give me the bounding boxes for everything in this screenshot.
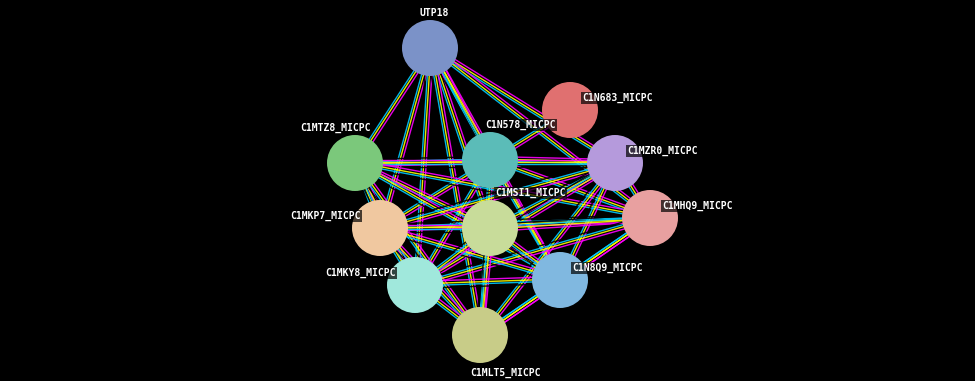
Text: C1MLT5_MICPC: C1MLT5_MICPC xyxy=(470,368,540,378)
Text: C1MKP7_MICPC: C1MKP7_MICPC xyxy=(290,211,361,221)
Circle shape xyxy=(462,132,518,188)
Text: C1MKY8_MICPC: C1MKY8_MICPC xyxy=(325,268,396,278)
Circle shape xyxy=(402,20,458,76)
Text: C1MZR0_MICPC: C1MZR0_MICPC xyxy=(627,146,697,156)
Text: C1N578_MICPC: C1N578_MICPC xyxy=(485,120,556,130)
Text: C1N8Q9_MICPC: C1N8Q9_MICPC xyxy=(572,263,643,273)
Circle shape xyxy=(327,135,383,191)
Text: C1MSI1_MICPC: C1MSI1_MICPC xyxy=(495,188,566,198)
Text: UTP18: UTP18 xyxy=(420,8,449,18)
Circle shape xyxy=(622,190,678,246)
Circle shape xyxy=(387,257,443,313)
Circle shape xyxy=(542,82,598,138)
Circle shape xyxy=(352,200,408,256)
Circle shape xyxy=(532,252,588,308)
Text: C1N683_MICPC: C1N683_MICPC xyxy=(582,93,652,103)
Circle shape xyxy=(587,135,643,191)
Text: C1MHQ9_MICPC: C1MHQ9_MICPC xyxy=(662,201,732,211)
Circle shape xyxy=(452,307,508,363)
Text: C1MTZ8_MICPC: C1MTZ8_MICPC xyxy=(300,123,370,133)
Circle shape xyxy=(462,200,518,256)
